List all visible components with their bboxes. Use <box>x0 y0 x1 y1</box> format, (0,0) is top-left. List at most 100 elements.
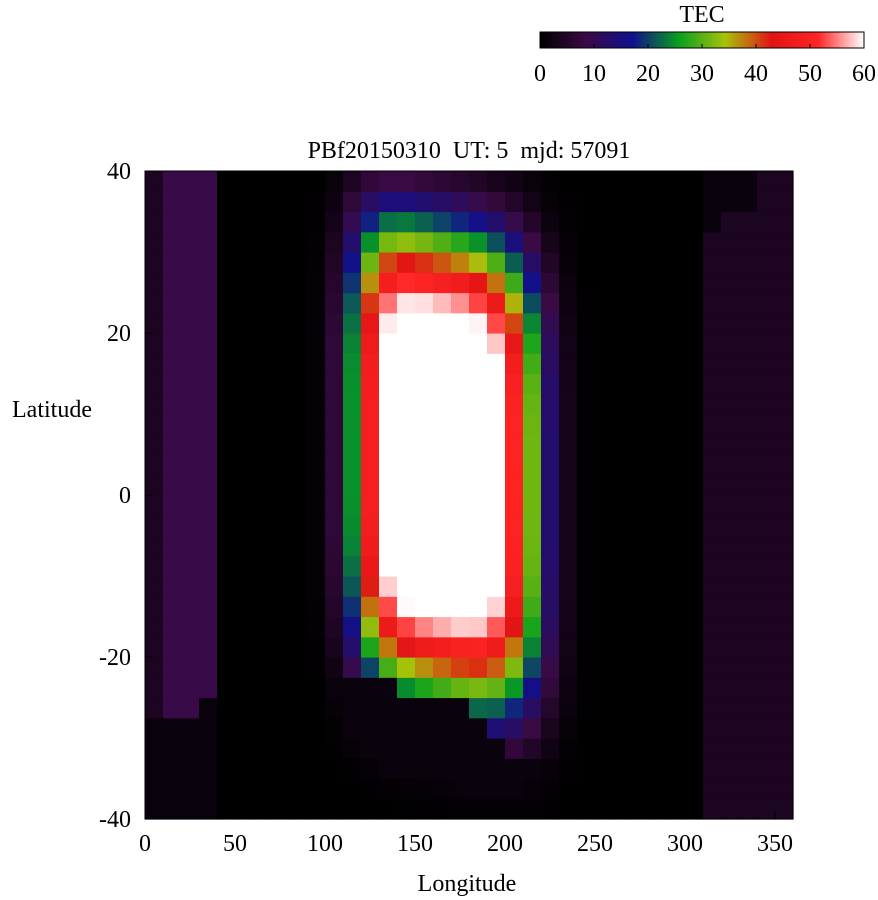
heatmap-cell <box>325 576 344 597</box>
heatmap-cell <box>721 231 740 253</box>
heatmap-cell <box>541 474 560 496</box>
heatmap-cell <box>613 272 632 294</box>
heatmap-cell <box>235 778 254 800</box>
heatmap-cell <box>379 758 398 780</box>
heatmap-cell <box>289 515 308 537</box>
heatmap-cell <box>523 454 542 476</box>
heatmap-cell <box>145 697 164 719</box>
heatmap-cell <box>541 798 560 820</box>
heatmap-cell <box>415 333 434 354</box>
heatmap-cell <box>253 717 272 739</box>
heatmap-cell <box>145 414 164 435</box>
heatmap-cell <box>253 596 272 618</box>
heatmap-cell <box>163 373 182 395</box>
heatmap-cell <box>397 616 416 638</box>
heatmap-cell <box>775 657 794 678</box>
heatmap-cell <box>595 231 614 253</box>
heatmap-cell <box>685 758 704 780</box>
heatmap-cell <box>541 697 560 719</box>
heatmap-cell <box>343 474 362 496</box>
heatmap-cell <box>199 738 218 759</box>
heatmap-cell <box>559 738 578 759</box>
heatmap-cell <box>613 333 632 354</box>
heatmap-cell <box>325 778 344 800</box>
heatmap-cell <box>613 393 632 415</box>
heatmap-cell <box>559 758 578 780</box>
heatmap-cell <box>253 474 272 496</box>
heatmap-cell <box>199 333 218 354</box>
heatmap-cell <box>775 474 794 496</box>
heatmap-cell <box>433 616 452 638</box>
heatmap-cell <box>163 434 182 456</box>
heatmap-cell <box>181 697 200 719</box>
heatmap-cell <box>289 373 308 395</box>
heatmap-cell <box>361 616 380 638</box>
heatmap-cell <box>739 333 758 354</box>
heatmap-cell <box>757 636 776 658</box>
heatmap-cell <box>415 576 434 597</box>
heatmap-cell <box>145 191 164 213</box>
heatmap-cell <box>325 596 344 618</box>
heatmap-cell <box>325 393 344 415</box>
heatmap-cell <box>667 798 686 820</box>
heatmap-cell <box>181 414 200 435</box>
heatmap-cell <box>199 495 218 516</box>
heatmap-cell <box>181 495 200 516</box>
heatmap-cell <box>577 576 596 597</box>
heatmap-cell <box>667 636 686 658</box>
heatmap-cell <box>595 596 614 618</box>
heatmap-cell <box>235 717 254 739</box>
heatmap-cell <box>145 231 164 253</box>
heatmap-cell <box>343 596 362 618</box>
heatmap-cell <box>343 292 362 314</box>
heatmap-cell <box>721 778 740 800</box>
heatmap-cell <box>271 292 290 314</box>
heatmap-cell <box>199 474 218 496</box>
heatmap-cell <box>649 515 668 537</box>
heatmap-cell <box>577 191 596 213</box>
heatmap-cell <box>487 576 506 597</box>
heatmap-cell <box>487 191 506 213</box>
heatmap-cell <box>199 414 218 435</box>
heatmap-cell <box>451 454 470 476</box>
heatmap-cell <box>631 474 650 496</box>
heatmap-cell <box>667 717 686 739</box>
heatmap-cell <box>361 798 380 820</box>
heatmap-cell <box>703 677 722 699</box>
heatmap-cell <box>379 636 398 658</box>
heatmap-cell <box>253 353 272 375</box>
heatmap-cell <box>181 292 200 314</box>
heatmap-cell <box>433 555 452 577</box>
heatmap-cell <box>559 555 578 577</box>
heatmap-cell <box>631 798 650 820</box>
heatmap-cell <box>685 515 704 537</box>
heatmap-cell <box>667 616 686 638</box>
heatmap-cell <box>217 636 236 658</box>
heatmap-cell <box>379 434 398 456</box>
heatmap-cell <box>163 717 182 739</box>
heatmap-cell <box>289 616 308 638</box>
heatmap-cell <box>397 272 416 294</box>
heatmap-cell <box>325 171 344 192</box>
heatmap-cell <box>649 252 668 273</box>
heatmap-cell <box>775 555 794 577</box>
heatmap-cell <box>199 657 218 678</box>
heatmap-cell <box>217 353 236 375</box>
heatmap-cell <box>415 535 434 557</box>
heatmap-cell <box>271 252 290 273</box>
heatmap-cell <box>181 596 200 618</box>
heatmap-cell <box>181 677 200 699</box>
heatmap-cell <box>523 758 542 780</box>
heatmap-cell <box>307 535 326 557</box>
heatmap-cell <box>631 312 650 334</box>
heatmap-cell <box>307 393 326 415</box>
heatmap-cell <box>181 616 200 638</box>
heatmap-cell <box>289 758 308 780</box>
heatmap-cell <box>361 495 380 516</box>
heatmap-cell <box>235 252 254 273</box>
heatmap-cell <box>703 758 722 780</box>
heatmap-cell <box>703 373 722 395</box>
heatmap-cell <box>739 535 758 557</box>
heatmap-cell <box>541 677 560 699</box>
heatmap-cell <box>325 677 344 699</box>
